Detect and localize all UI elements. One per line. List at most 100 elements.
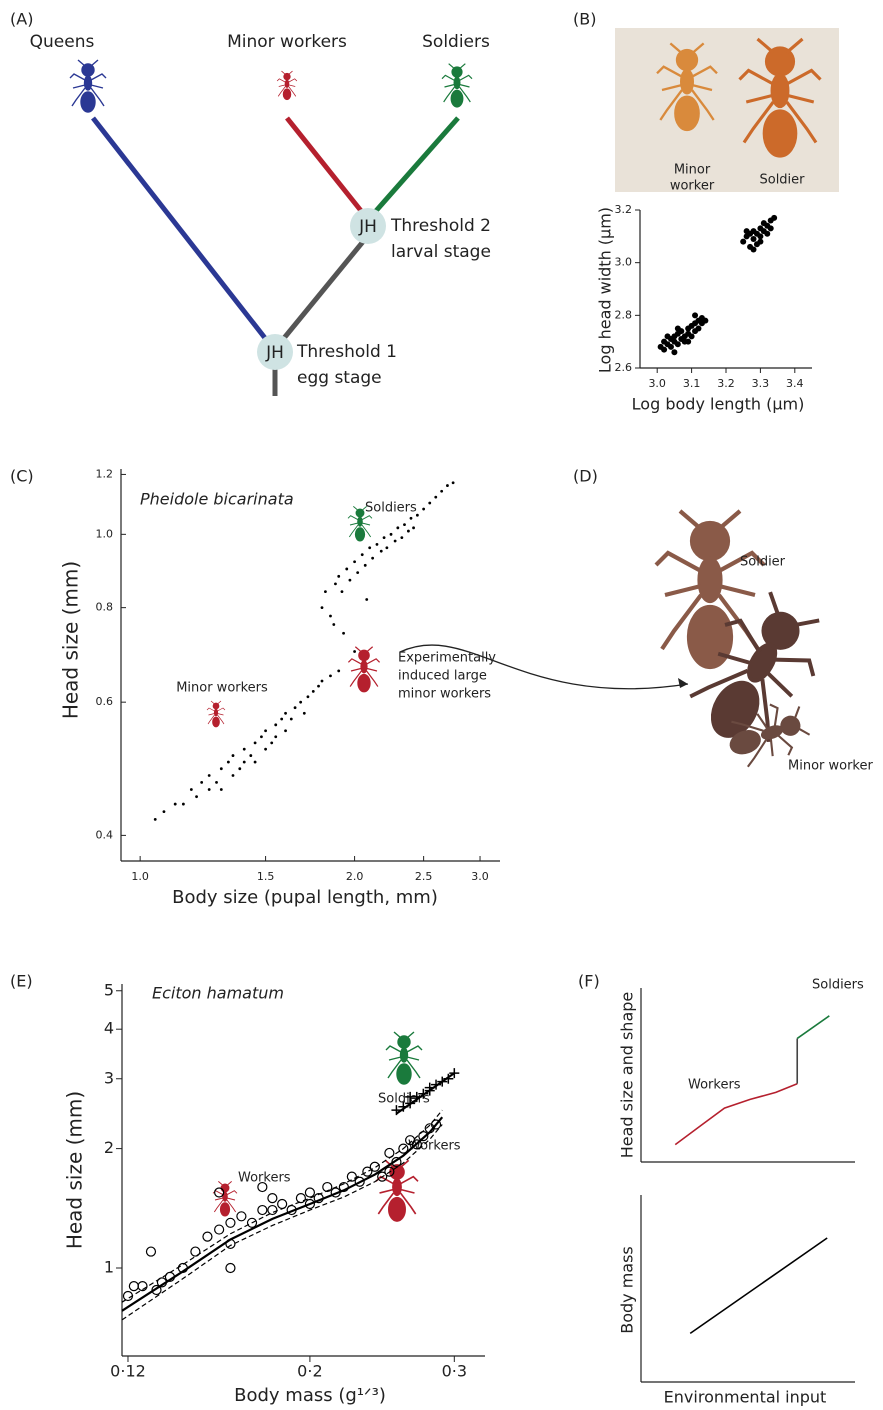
panel-label: (C) [10,467,34,486]
point [329,674,332,678]
point [246,1217,258,1228]
tip-label: Queens [30,32,95,52]
point [317,684,320,688]
point [340,590,344,594]
axis-label: Body mass (g¹ᐟ³) [234,1385,386,1406]
annotation: minor workers [398,687,491,702]
point [422,507,426,511]
point [322,1181,333,1193]
line [674,1082,798,1146]
x-tick-label: 0·12 [110,1362,146,1381]
point [214,1187,225,1198]
x-tick-label: 0·3 [442,1362,467,1381]
arrowhead [678,678,688,688]
y-tick-label: 3.2 [615,203,633,216]
point [354,1176,365,1187]
chart-title: Pheidole bicarinata [140,490,294,509]
axis-label: Head size and shape [618,992,637,1159]
point [249,754,253,757]
ant-icon [441,63,473,108]
annotation: Minor workers [176,681,268,696]
point [236,1211,247,1222]
point [346,1171,357,1182]
point [215,780,218,784]
point [257,1204,268,1216]
node-label: larval stage [391,242,491,262]
point [242,747,246,751]
point [311,689,315,693]
point [403,523,406,527]
y-tick-label: 5 [104,980,114,999]
y-tick-label: 0.4 [96,828,114,841]
point [280,717,284,721]
point [284,729,287,733]
node-label: Threshold 1 [296,342,397,362]
point [412,526,415,530]
point [702,317,709,324]
point [405,1091,416,1102]
point [162,810,166,814]
line [121,1124,443,1321]
y-tick-label: 3 [104,1068,114,1087]
point [324,590,327,594]
point [128,1281,139,1292]
y-tick-label: 2.6 [615,361,633,374]
line [395,1072,455,1115]
point [219,767,223,771]
point [151,1284,162,1296]
ant-icon [69,59,107,113]
photo-label: Soldier [740,555,786,570]
annotation: Soldiers [365,501,417,516]
chart-title: Eciton hamatum [152,984,284,1003]
point [393,539,397,543]
point [337,574,341,578]
point [740,238,747,245]
y-tick-label: 2.8 [615,308,633,321]
point [379,549,383,553]
axis-label: Body mass [618,1246,637,1334]
point [764,230,771,237]
point [385,546,389,550]
point [428,501,432,505]
y-tick-label: 2 [104,1138,114,1157]
point [238,767,242,771]
point [667,343,674,350]
x-tick-label: 3.4 [786,377,804,390]
point [363,563,367,567]
node-label: egg stage [297,368,382,388]
point [377,1171,388,1182]
point [337,669,341,673]
tip-label: Minor workers [227,32,347,52]
point [409,516,413,520]
point [434,495,438,499]
point [661,346,668,353]
point [253,760,257,764]
annotation: Workers [688,1078,741,1093]
ant-icon [384,1030,424,1086]
point [207,788,211,791]
point [332,623,336,626]
node-badge: JH [358,217,377,237]
point [195,795,198,799]
point [264,747,267,751]
arrow [399,644,689,690]
point [231,754,235,757]
line [121,1116,444,1312]
branch [91,116,274,349]
point [345,567,349,571]
line [121,1109,443,1303]
tip-label: Soldiers [422,32,490,52]
point [304,1198,316,1210]
y-tick-label: 1.0 [96,527,114,540]
point [320,679,324,683]
annotation: Experimentally [398,651,496,666]
point [415,513,419,517]
branch [373,116,460,214]
point [353,650,356,653]
point [274,723,278,727]
annotation: Workers [238,1171,291,1186]
point [348,578,352,582]
point [219,788,223,791]
point [356,571,360,575]
